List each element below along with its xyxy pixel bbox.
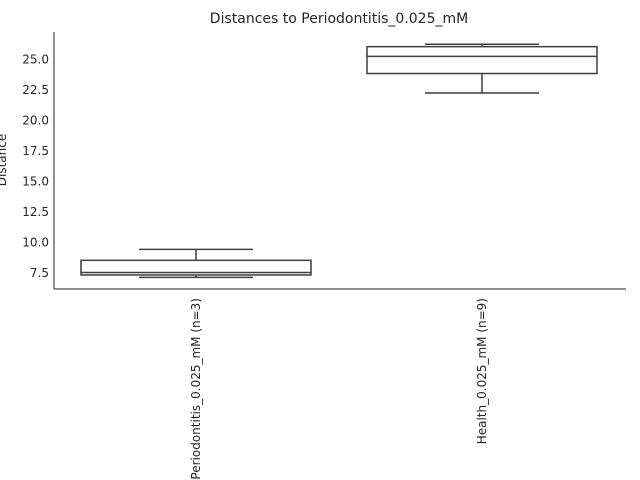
y-tick-labels: 7.5 10.0 12.5 15.0 17.5 20.0 22.5 25.0: [22, 53, 49, 281]
box-2: [366, 43, 598, 94]
y-tick-label: 20.0: [22, 114, 49, 128]
y-tick-label: 22.5: [22, 83, 49, 97]
box-1: [80, 248, 312, 279]
chart-title: Distances to Periodontitis_0.025_mM: [210, 11, 468, 27]
y-tick-label: 17.5: [22, 144, 49, 158]
y-tick-label: 7.5: [30, 266, 49, 280]
interquartile-box: [80, 259, 312, 276]
interquartile-box: [366, 45, 598, 75]
x-tick-label: Health_0.025_mM (n=9): [475, 298, 489, 444]
y-axis-label: Distance: [0, 134, 9, 186]
y-tick-label: 15.0: [22, 175, 49, 189]
y-tick-label: 12.5: [22, 205, 49, 219]
y-tick-label: 10.0: [22, 236, 49, 250]
x-tick-labels: Periodontitis_0.025_mM (n=3) Health_0.025…: [189, 298, 489, 480]
y-tick-label: 25.0: [22, 53, 49, 67]
plot-area: [80, 43, 598, 279]
x-tick-label: Periodontitis_0.025_mM (n=3): [189, 298, 203, 480]
